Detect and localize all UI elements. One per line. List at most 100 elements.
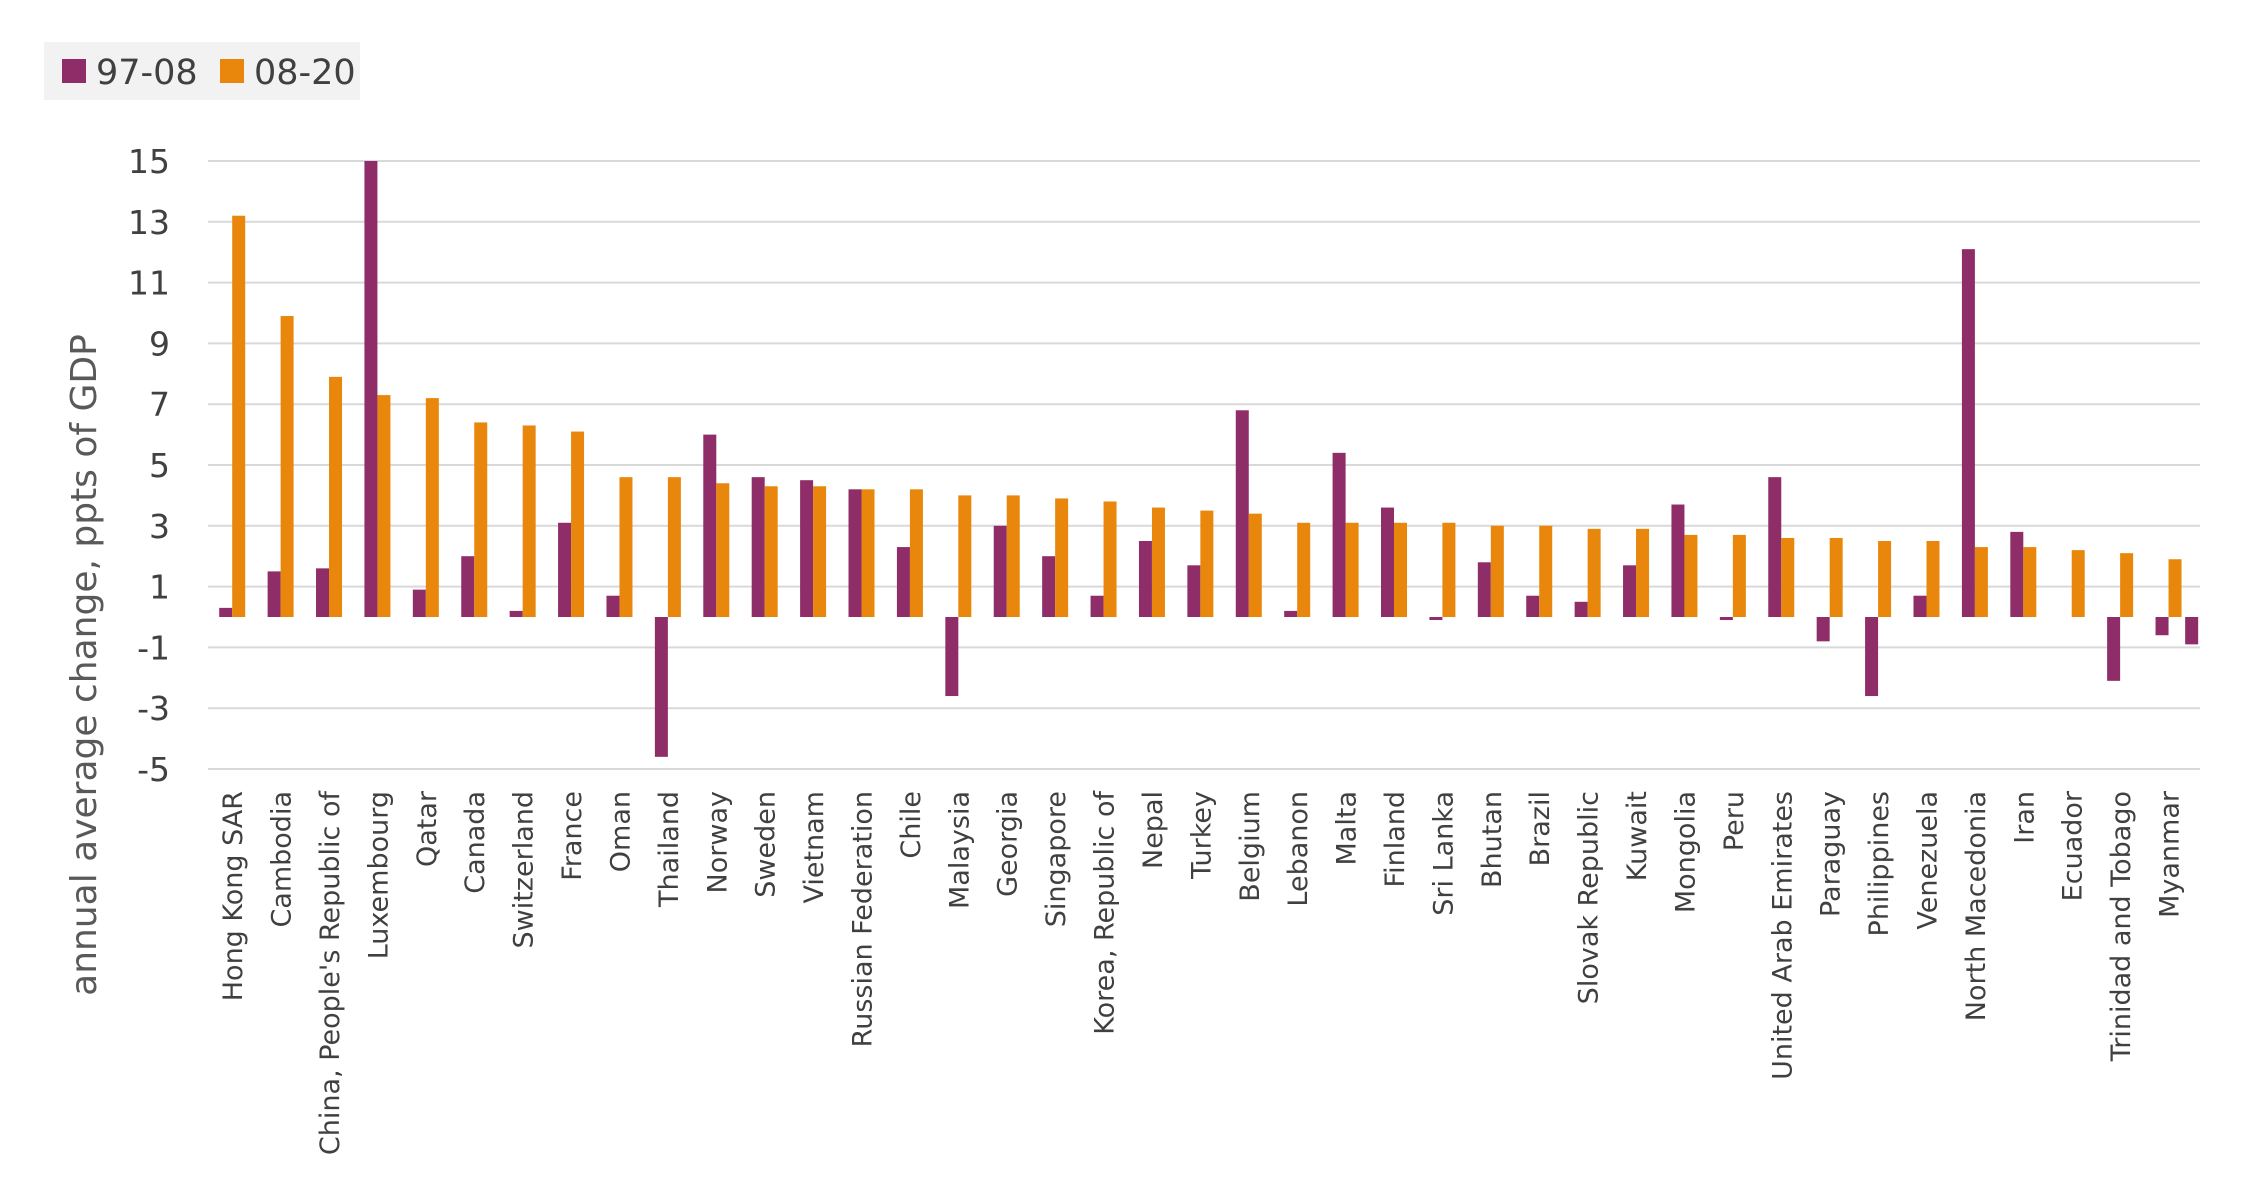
x-category-label: Thailand	[654, 791, 685, 908]
x-category-label: Brazil	[1525, 791, 1556, 866]
y-tick-label: 3	[149, 507, 170, 546]
x-category-label: Sri Lanka	[1428, 791, 1459, 916]
x-category-label: Cambodia	[267, 791, 298, 928]
bar-08-20-luxembourg	[377, 395, 391, 617]
x-category-label: Venezuela	[1912, 791, 1943, 930]
bars	[219, 161, 2199, 757]
y-tick-label: 5	[149, 446, 170, 485]
legend-background	[44, 42, 360, 100]
x-category-label: Russian Federation	[848, 791, 879, 1047]
bar-08-20-brazil	[1539, 525, 1553, 617]
bar-97-08-venezuela	[1913, 595, 1927, 617]
x-category-label: Switzerland	[509, 791, 540, 949]
bar-97-08-kuwait	[1623, 565, 1637, 617]
bar-97-08-luxembourg	[364, 161, 378, 617]
bar-97-08-myanmar	[2155, 617, 2169, 636]
y-tick-label: 9	[149, 324, 170, 363]
bar-97-08-paraguay	[1816, 617, 1830, 642]
bar-08-20-nepal	[1151, 507, 1165, 617]
bar-97-08-slovak-republic	[1574, 601, 1588, 617]
x-category-label: Mongolia	[1670, 791, 1701, 913]
x-category-label: Slovak Republic	[1574, 791, 1605, 1004]
x-category-label: Belgium	[1235, 791, 1266, 902]
bar-97-08-france	[558, 522, 572, 617]
x-category-label: Philippines	[1864, 791, 1895, 936]
bar-08-20-lebanon	[1297, 522, 1311, 617]
bar-08-20-trinidad-and-tobago	[2120, 553, 2134, 617]
bar-97-08-trinidad-and-tobago	[2107, 617, 2121, 681]
x-category-label: Ecuador	[2058, 790, 2089, 901]
bar-08-20-mongolia	[1684, 534, 1698, 617]
x-category-label: Norway	[702, 791, 733, 893]
gridlines	[208, 160, 2200, 770]
bar-08-20-china-people-s-republic-of	[329, 376, 343, 617]
bar-97-08-russian-federation	[848, 489, 862, 617]
bar-97-08-thailand	[654, 617, 668, 757]
x-category-label: Korea, Republic of	[1090, 790, 1121, 1035]
bar-08-20-myanmar	[2168, 559, 2182, 617]
bar-08-20-sweden	[764, 486, 778, 617]
x-category-label: Trinidad and Tobago	[2106, 791, 2137, 1062]
bar-97-08-canada	[461, 556, 475, 617]
bar-97-08-qatar	[412, 589, 426, 617]
x-category-label: Hong Kong SAR	[218, 791, 249, 1001]
bar-97-08-malaysia	[945, 617, 959, 697]
x-category-label: Malaysia	[944, 791, 975, 909]
bar-97-08-brazil	[1526, 595, 1540, 617]
bar-97-08-iran	[2010, 531, 2024, 617]
bar-97-08-georgia	[993, 525, 1007, 617]
x-category-label: Kuwait	[1622, 791, 1653, 881]
x-category-label: Singapore	[1041, 791, 1072, 927]
x-category-label: Georgia	[993, 791, 1024, 897]
bar-08-20-united-arab-emirates	[1781, 537, 1795, 617]
bar-97-08-nepal	[1138, 541, 1152, 617]
y-tick-label: -5	[137, 750, 170, 789]
bar-08-20-ecuador	[2071, 550, 2085, 617]
bar-08-20-finland	[1394, 522, 1408, 617]
x-category-label: Sweden	[751, 791, 782, 898]
legend-label-2: 08-20	[254, 53, 356, 93]
bar-08-20-vietnam	[813, 486, 827, 617]
bar-08-20-turkey	[1200, 510, 1214, 617]
bar-97-08-oman	[606, 595, 620, 617]
bar-97-08-sri-lanka	[1429, 617, 1443, 621]
y-tick-label: -1	[137, 628, 170, 667]
bar-97-08-north-macedonia	[1961, 249, 1975, 617]
bar-08-20-philippines	[1878, 541, 1892, 617]
x-category-label: Qatar	[412, 790, 443, 867]
chart-legend: 97-08 08-20	[44, 42, 360, 100]
bar-97-08-belgium	[1235, 410, 1249, 617]
bar-08-20-singapore	[1055, 498, 1069, 617]
y-tick-label: 11	[128, 264, 170, 303]
y-axis-ticks: 15 13 11 9 7 5 3 1 -1 -3 -5	[128, 142, 170, 789]
x-category-label: Malta	[1332, 791, 1363, 865]
x-category-label: France	[557, 791, 588, 881]
bar-08-20-cambodia	[280, 316, 294, 617]
bar-97-08-sweden	[751, 477, 765, 617]
bar-97-08-cambodia	[267, 571, 281, 617]
bar-97-08-singapore	[1042, 556, 1056, 617]
bar-08-20-canada	[474, 422, 488, 617]
x-category-label: Vietnam	[799, 791, 830, 904]
bar-08-20-hong-kong-sar	[232, 215, 246, 617]
x-category-label: Finland	[1380, 791, 1411, 887]
y-tick-label: 13	[128, 203, 170, 242]
bar-08-20-georgia	[1006, 495, 1020, 617]
x-category-label: United Arab Emirates	[1767, 791, 1798, 1080]
bar-97-08-korea-republic-of	[1090, 595, 1104, 617]
x-category-label: Myanmar	[2155, 790, 2186, 918]
bar-08-20-bhutan	[1490, 525, 1504, 617]
bar-08-20-switzerland	[522, 425, 536, 617]
bar-08-20-paraguay	[1829, 537, 1843, 617]
legend-swatch-2	[220, 59, 244, 83]
y-axis-title: annual average change, ppts of GDP	[64, 334, 105, 996]
bar-97-08-mongolia	[1671, 504, 1685, 617]
bar-08-20-norway	[716, 483, 730, 617]
x-category-label: Nepal	[1138, 791, 1169, 869]
bar-08-20-kuwait	[1636, 528, 1650, 617]
bar-97-08-malta	[1332, 452, 1346, 617]
bar-08-20-malta	[1345, 522, 1359, 617]
bar-97-08-turkey	[1187, 565, 1201, 617]
x-category-label: Lebanon	[1283, 791, 1314, 907]
